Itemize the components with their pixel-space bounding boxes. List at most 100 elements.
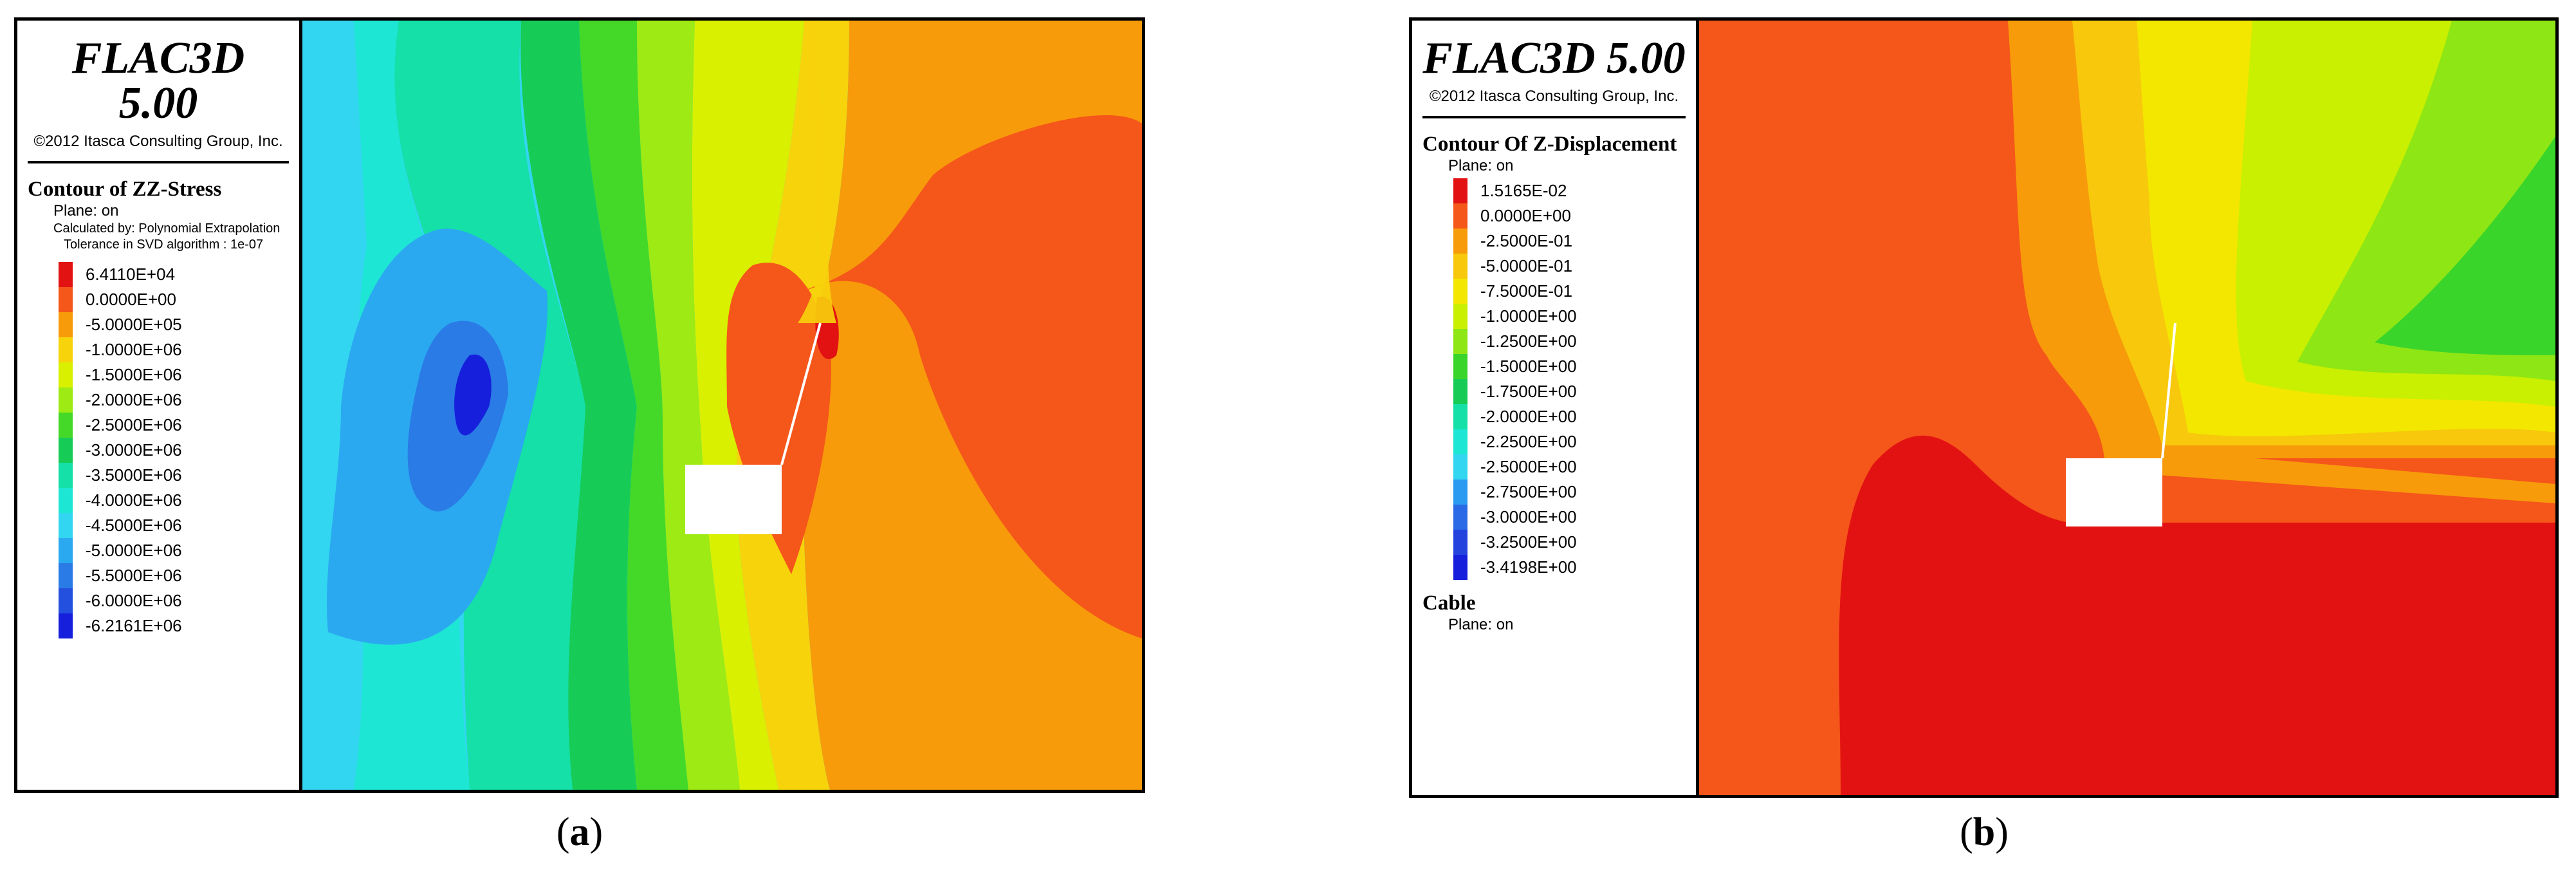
caption-letter-b: b xyxy=(1973,810,1996,854)
scale-row: -3.2500E+00 xyxy=(1453,530,1686,555)
scale-row: -2.5000E+06 xyxy=(59,413,289,438)
scale-label: -5.0000E-01 xyxy=(1480,256,1573,275)
scale-swatch xyxy=(1453,404,1467,429)
scale-label: -4.0000E+06 xyxy=(86,490,182,510)
caption-b: (b) xyxy=(1960,810,2009,854)
scale-row: -6.0000E+06 xyxy=(59,588,289,613)
scale-label: -2.0000E+00 xyxy=(1480,407,1577,426)
scale-row: -5.5000E+06 xyxy=(59,563,289,588)
figure-panel-b: FLAC3D 5.00 ©2012 Itasca Consulting Grou… xyxy=(1409,17,2559,798)
caption-a: (a) xyxy=(556,810,603,854)
scale-swatch xyxy=(59,438,73,463)
scale-label: -1.2500E+00 xyxy=(1480,331,1577,351)
scale-label: 0.0000E+00 xyxy=(86,290,176,309)
scale-label: -2.7500E+00 xyxy=(1480,482,1577,501)
scale-row: -2.2500E+00 xyxy=(1453,429,1686,454)
scale-swatch xyxy=(1453,354,1467,379)
figure-panel-a: FLAC3D 5.00 ©2012 Itasca Consulting Grou… xyxy=(14,17,1145,793)
legend-panel-b: FLAC3D 5.00 ©2012 Itasca Consulting Grou… xyxy=(1412,21,1699,795)
scale-swatch xyxy=(1453,429,1467,454)
scale-row: -1.5000E+00 xyxy=(1453,354,1686,379)
copyright-text: ©2012 Itasca Consulting Group, Inc. xyxy=(33,133,283,150)
scale-row: -6.2161E+06 xyxy=(59,613,289,638)
scale-swatch xyxy=(1453,454,1467,480)
scale-label: -5.0000E+05 xyxy=(86,315,182,334)
copyright-text: ©2012 Itasca Consulting Group, Inc. xyxy=(1429,88,1679,105)
legend-panel-a: FLAC3D 5.00 ©2012 Itasca Consulting Grou… xyxy=(17,21,302,790)
scale-row: -4.0000E+06 xyxy=(59,488,289,513)
scale-label: -3.0000E+06 xyxy=(86,440,182,460)
color-scale: 1.5165E-02 0.0000E+00 -2.5000E-01 -5.0000E-… xyxy=(1453,178,1686,580)
scale-row: -5.0000E-01 xyxy=(1453,254,1686,279)
scale-swatch xyxy=(59,362,73,387)
contour-title: Contour of ZZ-Stress xyxy=(28,178,222,201)
scale-row: -1.0000E+06 xyxy=(59,337,289,362)
scale-swatch xyxy=(1453,505,1467,530)
scale-label: -3.4198E+00 xyxy=(1480,557,1577,577)
scale-row: -2.5000E+00 xyxy=(1453,454,1686,480)
scale-row: -3.4198E+00 xyxy=(1453,555,1686,580)
scale-label: -5.5000E+06 xyxy=(86,566,182,585)
contour-title: Contour Of Z-Displacement xyxy=(1422,133,1677,156)
app-title: FLAC3D 5.00 xyxy=(71,33,245,128)
scale-swatch xyxy=(1453,178,1467,203)
app-title: FLAC3D 5.00 xyxy=(1422,33,1686,83)
tolerance-note: Tolerance in SVD algorithm : 1e-07 xyxy=(64,238,264,252)
scale-row: -2.5000E-01 xyxy=(1453,228,1686,254)
scale-row: -1.0000E+00 xyxy=(1453,304,1686,329)
z-displacement-contour-map xyxy=(1699,21,2555,795)
plane-note: Plane: on xyxy=(1448,157,1514,174)
scale-label: -2.5000E+00 xyxy=(1480,457,1577,476)
cable-title: Cable xyxy=(1422,592,1476,615)
contour-plot-a xyxy=(302,21,1142,790)
scale-swatch xyxy=(1453,228,1467,254)
scale-label: -3.0000E+00 xyxy=(1480,507,1577,526)
scale-swatch xyxy=(59,613,73,638)
divider xyxy=(28,161,289,163)
scale-label: -5.0000E+06 xyxy=(86,541,182,560)
scale-swatch xyxy=(59,463,73,488)
scale-swatch xyxy=(59,287,73,312)
scale-row: -1.2500E+00 xyxy=(1453,329,1686,354)
scale-swatch xyxy=(1453,254,1467,279)
scale-row: -4.5000E+06 xyxy=(59,513,289,538)
scale-row: -7.5000E-01 xyxy=(1453,279,1686,304)
scale-label: -1.0000E+00 xyxy=(1480,306,1577,326)
scale-label: -2.5000E+06 xyxy=(86,415,182,434)
scale-label: -6.2161E+06 xyxy=(86,616,182,635)
divider xyxy=(1422,116,1686,118)
scale-row: -1.5000E+06 xyxy=(59,362,289,387)
scale-swatch xyxy=(59,413,73,438)
scale-label: -2.5000E-01 xyxy=(1480,231,1573,250)
scale-swatch xyxy=(1453,203,1467,228)
scale-label: -1.5000E+06 xyxy=(86,365,182,384)
scale-row: -2.0000E+06 xyxy=(59,387,289,413)
zz-stress-contour-map xyxy=(302,21,1142,790)
scale-label: -3.2500E+00 xyxy=(1480,532,1577,552)
scale-swatch xyxy=(1453,379,1467,404)
scale-label: -1.7500E+00 xyxy=(1480,382,1577,401)
contour-plot-b xyxy=(1699,21,2555,795)
scale-label: -2.2500E+00 xyxy=(1480,432,1577,451)
scale-row: -1.7500E+00 xyxy=(1453,379,1686,404)
scale-label: -1.5000E+00 xyxy=(1480,357,1577,376)
scale-swatch xyxy=(1453,555,1467,580)
color-scale: 6.4110E+04 0.0000E+00 -5.0000E+05 -1.0000E+… xyxy=(59,262,289,638)
scale-label: 0.0000E+00 xyxy=(1480,206,1571,225)
scale-row: -2.7500E+00 xyxy=(1453,480,1686,505)
scale-swatch xyxy=(59,488,73,513)
scale-swatch xyxy=(1453,480,1467,505)
scale-swatch xyxy=(59,513,73,538)
scale-swatch xyxy=(59,538,73,563)
scale-row: -3.0000E+00 xyxy=(1453,505,1686,530)
scale-swatch xyxy=(59,387,73,413)
scale-swatch xyxy=(59,337,73,362)
scale-label: -2.0000E+06 xyxy=(86,390,182,409)
scale-swatch xyxy=(1453,329,1467,354)
excavation-opening xyxy=(2066,458,2162,526)
scale-label: -4.5000E+06 xyxy=(86,516,182,535)
scale-label: -7.5000E-01 xyxy=(1480,281,1573,301)
scale-swatch xyxy=(1453,304,1467,329)
scale-row: 1.5165E-02 xyxy=(1453,178,1686,203)
scale-swatch xyxy=(1453,279,1467,304)
